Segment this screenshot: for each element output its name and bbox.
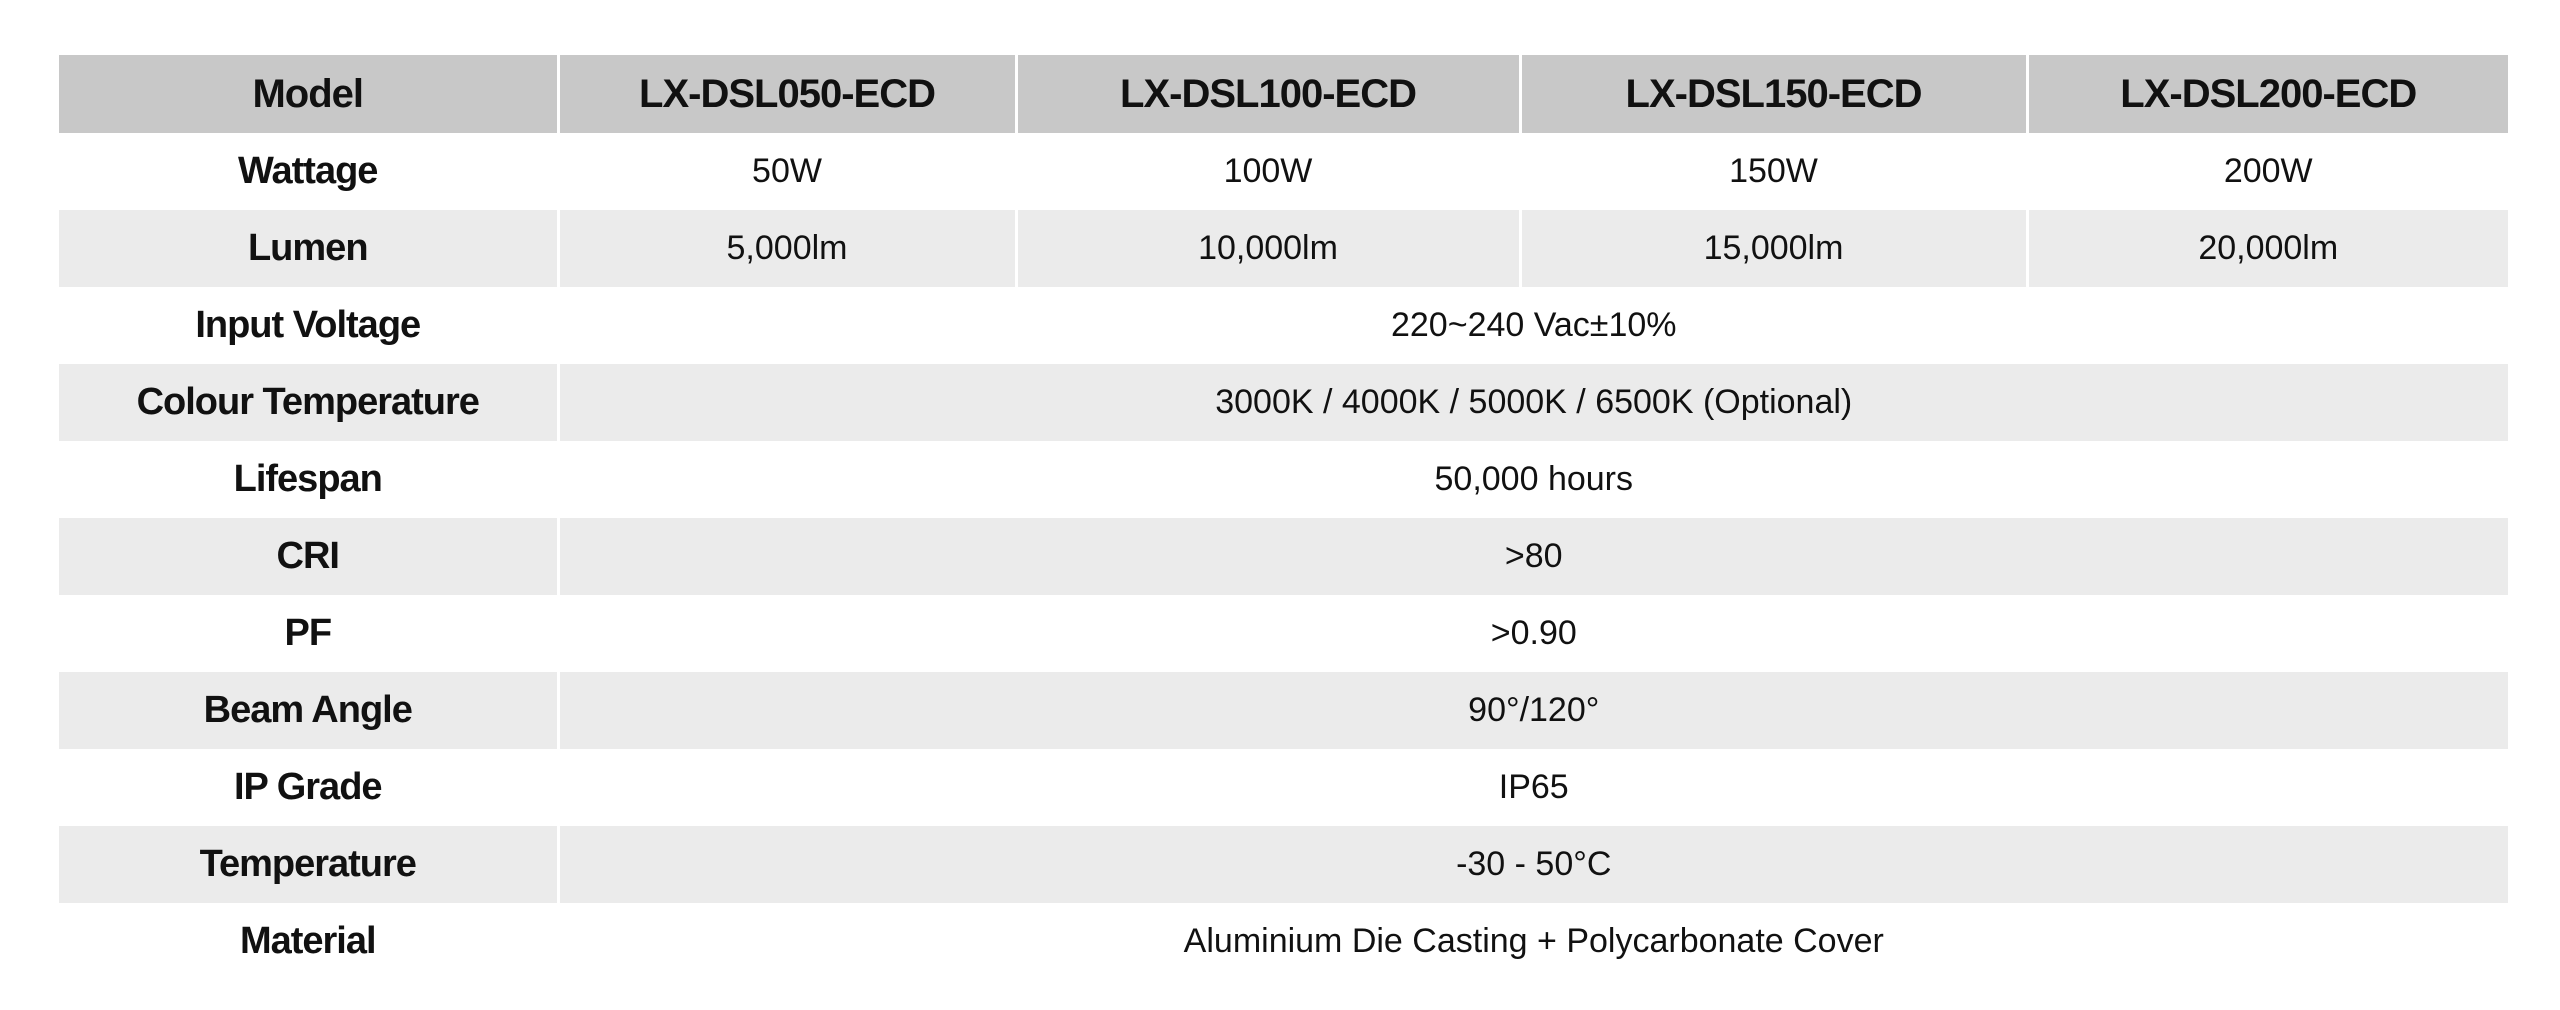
cell: 3000K / 4000K / 5000K / 6500K (Optional)	[556, 364, 2508, 441]
header-cell: LX-DSL050-ECD	[556, 55, 1016, 133]
cell: 15,000lm	[1518, 210, 2027, 287]
cell: >0.90	[556, 595, 2508, 672]
cell: 10,000lm	[1014, 210, 1520, 287]
row-label: Temperature	[59, 826, 558, 903]
row-label: IP Grade	[233, 766, 383, 808]
cell: 50,000 hours	[556, 441, 2508, 518]
table-row: Colour Temperature 3000K / 4000K / 5000K …	[59, 364, 2508, 441]
cell: 20,000lm	[2025, 210, 2508, 287]
row-label: Material	[239, 920, 377, 962]
table-row: PF >0.90	[59, 595, 2508, 672]
cell: 100W	[1014, 133, 1520, 210]
row-label: Beam Angle	[59, 672, 558, 749]
row-label: Colour Temperature	[59, 364, 558, 441]
table-row: Wattage 50W 100W 150W 200W	[59, 133, 2508, 210]
table-row: Material Aluminium Die Casting + Polycarb…	[59, 903, 2508, 980]
row-label: PF	[284, 612, 332, 654]
cell: 5,000lm	[556, 210, 1016, 287]
cell: 50W	[556, 133, 1016, 210]
cell: >80	[556, 518, 2508, 595]
cell: -30 - 50°C	[556, 826, 2508, 903]
row-label: Wattage	[238, 150, 378, 192]
header-cell: LX-DSL100-ECD	[1014, 55, 1520, 133]
table-row: Input Voltage 220~240 Vac±10%	[59, 287, 2508, 364]
table-row: IP Grade IP65	[59, 749, 2508, 826]
cell: 220~240 Vac±10%	[556, 287, 2508, 364]
header-row: Model LX-DSL050-ECD LX-DSL100-ECD LX-DSL150…	[59, 55, 2508, 133]
spec-table: Model LX-DSL050-ECD LX-DSL100-ECD LX-DSL150…	[59, 55, 2508, 980]
cell: 90°/120°	[556, 672, 2508, 749]
header-cell: LX-DSL150-ECD	[1518, 55, 2027, 133]
table-row: Beam Angle 90°/120°	[59, 672, 2508, 749]
cell: 200W	[2025, 133, 2508, 210]
row-label: Lumen	[59, 210, 558, 287]
cell: Aluminium Die Casting + Polycarbonate Co…	[556, 903, 2508, 980]
table-row: Lifespan 50,000 hours	[59, 441, 2508, 518]
table-row: Temperature -30 - 50°C	[59, 826, 2508, 903]
row-label: Lifespan	[233, 458, 383, 500]
cell: IP65	[556, 749, 2508, 826]
row-label: Input Voltage	[195, 304, 421, 346]
cell: 150W	[1518, 133, 2027, 210]
header-cell: LX-DSL200-ECD	[2025, 55, 2508, 133]
table-row: Lumen 5,000lm 10,000lm 15,000lm 20,000lm	[59, 210, 2508, 287]
row-label: CRI	[59, 518, 558, 595]
header-cell: Model	[59, 55, 558, 133]
table-row: CRI >80	[59, 518, 2508, 595]
